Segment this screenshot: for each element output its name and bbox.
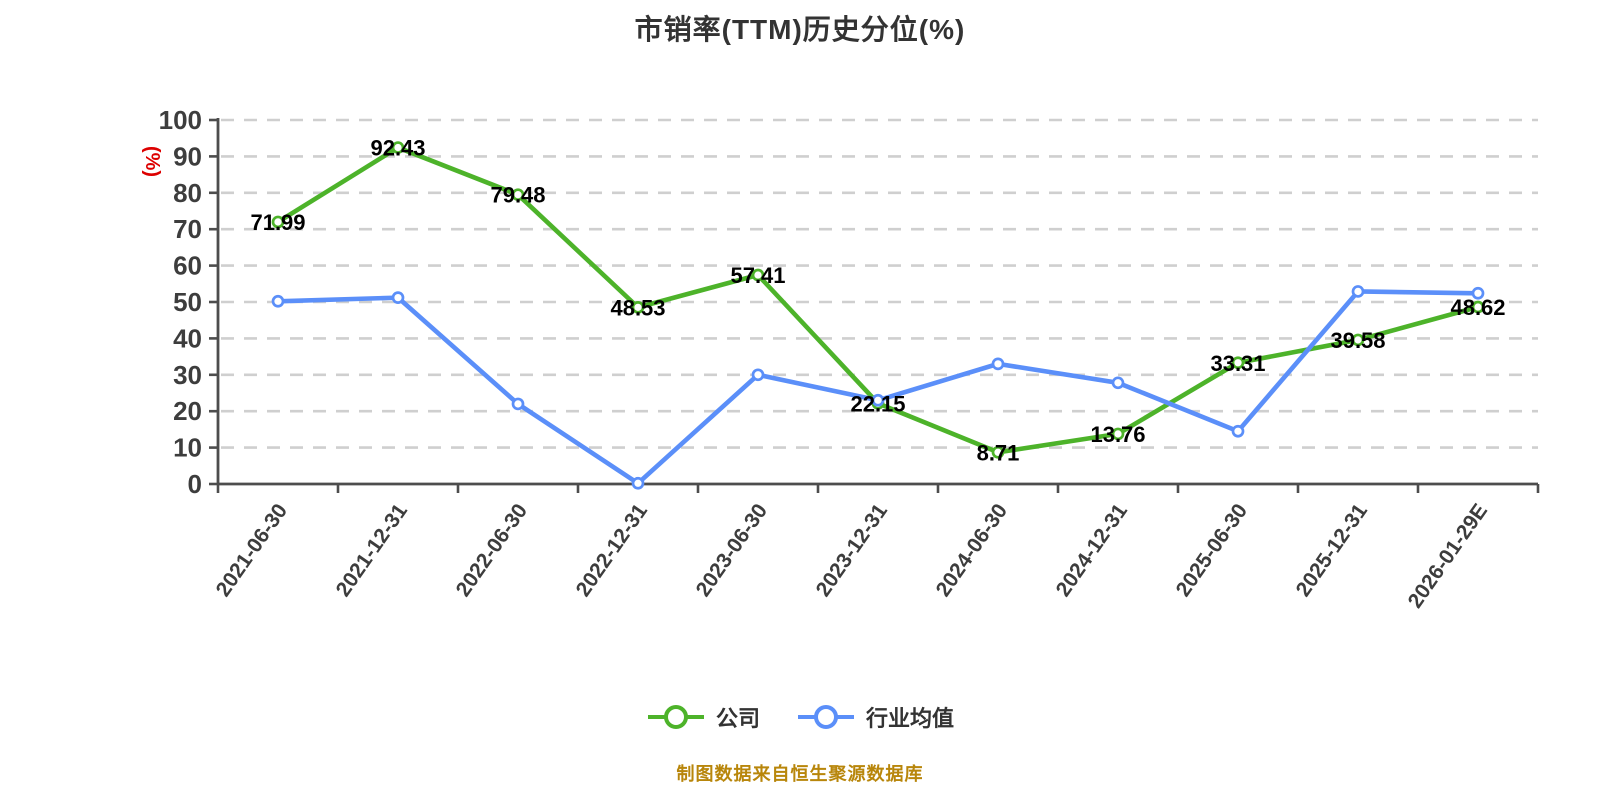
y-tick-label: 40 bbox=[173, 323, 202, 353]
y-tick-label: 60 bbox=[173, 251, 202, 281]
value-label: 71.99 bbox=[250, 210, 305, 235]
footer-note: 制图数据来自恒生聚源数据库 bbox=[676, 764, 924, 784]
value-label: 39.58 bbox=[1330, 328, 1385, 353]
industry-data-point[interactable] bbox=[1471, 286, 1485, 300]
value-label: 79.48 bbox=[490, 183, 545, 208]
y-tick-label: 10 bbox=[173, 433, 202, 463]
x-tick-label: 2021-06-30 bbox=[212, 500, 292, 601]
y-tick-label: 20 bbox=[173, 396, 202, 426]
legend-label-industry: 行业均值 bbox=[866, 706, 955, 731]
x-tick-label: 2023-06-30 bbox=[692, 500, 772, 601]
company-data-point[interactable] bbox=[1231, 356, 1245, 370]
legend-item-industry[interactable]: 行业均值 bbox=[796, 701, 954, 733]
value-label: 8.71 bbox=[977, 440, 1020, 465]
value-label: 48.62 bbox=[1450, 295, 1505, 320]
x-tick-label: 2022-06-30 bbox=[452, 500, 532, 601]
industry-data-point[interactable] bbox=[1231, 424, 1245, 438]
y-tick-label: 90 bbox=[173, 141, 202, 171]
y-tick-label: 80 bbox=[173, 178, 202, 208]
industry-legend-marker bbox=[798, 705, 854, 729]
y-tick-label: 70 bbox=[173, 214, 202, 244]
company-data-point[interactable] bbox=[271, 215, 285, 229]
company-data-point[interactable] bbox=[1471, 300, 1485, 314]
x-tick-label: 2023-12-31 bbox=[812, 499, 893, 600]
industry-data-point[interactable] bbox=[511, 397, 525, 411]
value-label: 13.76 bbox=[1090, 422, 1145, 447]
x-tick-label: 2022-12-31 bbox=[572, 499, 653, 600]
legend-label-company: 公司 bbox=[715, 706, 760, 731]
x-tick-label: 2021-12-31 bbox=[332, 499, 413, 600]
industry-data-point[interactable] bbox=[271, 294, 285, 308]
x-tick-label: 2025-06-30 bbox=[1172, 500, 1252, 601]
legend-item-company[interactable]: 公司 bbox=[646, 701, 760, 733]
company-legend-marker bbox=[647, 705, 704, 729]
y-tick-label: 100 bbox=[159, 105, 202, 135]
y-tick-label: 50 bbox=[173, 287, 202, 317]
company-data-point[interactable] bbox=[391, 141, 405, 154]
page-title: 市销率(TTM)历史分位(%) bbox=[634, 14, 966, 45]
company-data-point[interactable] bbox=[751, 268, 765, 282]
industry-data-point[interactable] bbox=[751, 368, 765, 382]
industry-data-point[interactable] bbox=[871, 393, 885, 407]
industry-line bbox=[275, 289, 1481, 486]
industry-data-point[interactable] bbox=[1111, 376, 1125, 390]
company-data-point[interactable] bbox=[511, 188, 525, 202]
x-tick-label: 2024-12-31 bbox=[1052, 499, 1133, 600]
company-data-point[interactable] bbox=[1111, 427, 1125, 441]
y-tick-label: 0 bbox=[188, 469, 202, 499]
company-data-point[interactable] bbox=[631, 301, 645, 314]
legend: 公司 行业均值 bbox=[0, 701, 1600, 733]
company-data-point[interactable] bbox=[1351, 333, 1365, 347]
value-label: 48.53 bbox=[610, 295, 665, 320]
value-label: 92.43 bbox=[370, 136, 425, 161]
x-tick-label: 2026-01-29E bbox=[1404, 500, 1492, 613]
industry-data-point[interactable] bbox=[391, 291, 405, 304]
industry-data-point[interactable] bbox=[1351, 285, 1365, 298]
value-label: 22.15 bbox=[850, 391, 905, 416]
value-label: 57.41 bbox=[730, 263, 785, 288]
value-label: 33.31 bbox=[1210, 351, 1265, 376]
x-tick-label: 2024-06-30 bbox=[932, 500, 1012, 601]
company-data-point[interactable] bbox=[991, 445, 1005, 459]
y-tick-label: 30 bbox=[173, 360, 202, 390]
industry-data-point[interactable] bbox=[631, 476, 645, 490]
x-tick-label: 2025-12-31 bbox=[1292, 499, 1373, 600]
industry-data-point[interactable] bbox=[991, 357, 1005, 371]
